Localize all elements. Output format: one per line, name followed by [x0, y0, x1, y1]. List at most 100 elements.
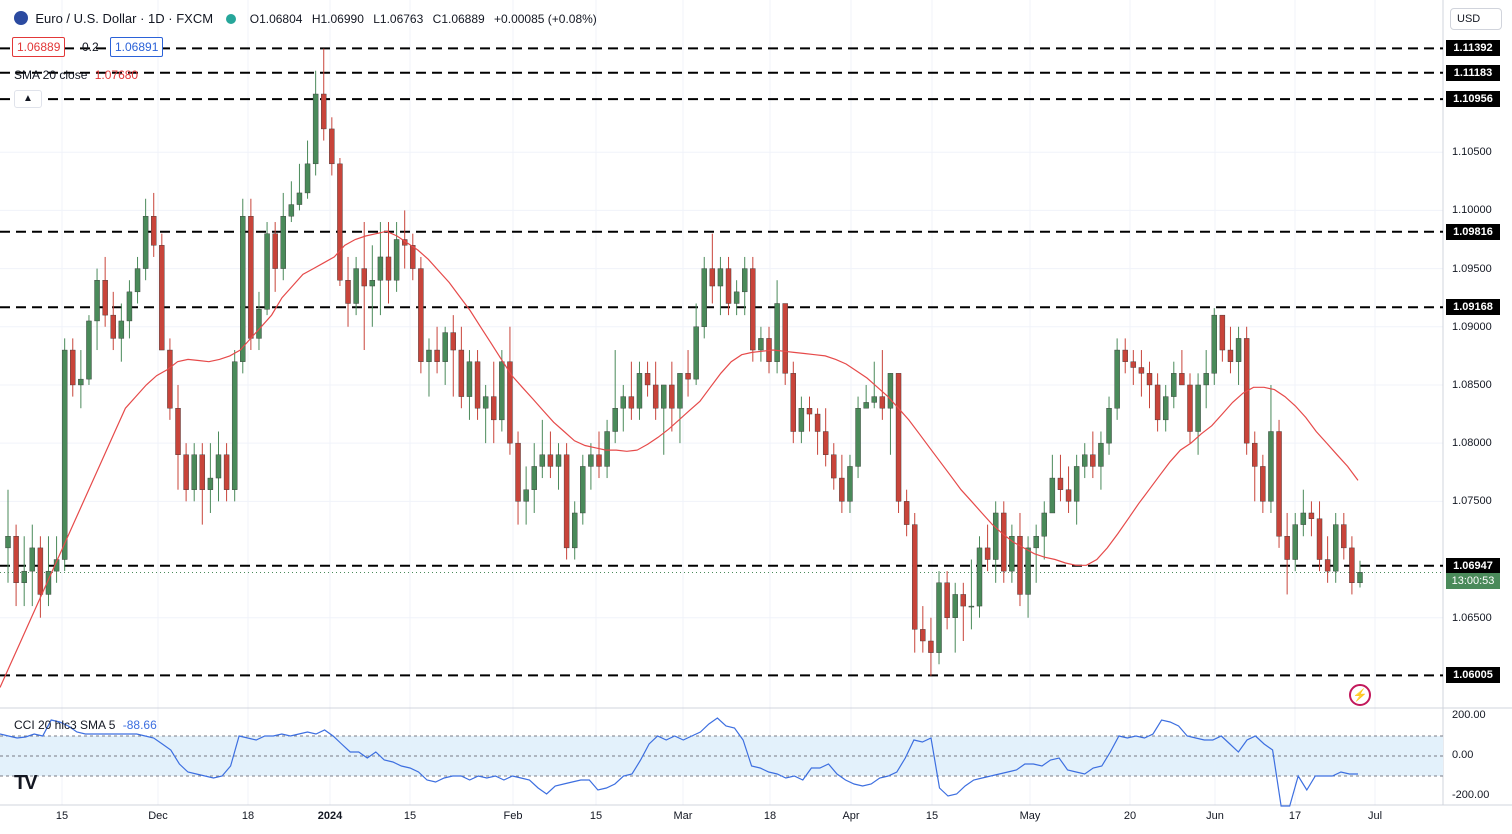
sma-line	[0, 230, 1359, 688]
flag-icon	[14, 11, 28, 25]
candle-body	[725, 268, 732, 304]
date-tick-label: 15	[925, 810, 939, 822]
candle-body	[466, 361, 473, 397]
candle-body	[1098, 442, 1104, 467]
ohlc-open: 1.06804	[259, 12, 303, 26]
candle-body	[1138, 367, 1145, 374]
candle-body	[742, 268, 748, 293]
candle-body	[515, 442, 521, 502]
candle-body	[984, 547, 991, 560]
candle-body	[952, 594, 958, 618]
date-tick-label: Feb	[503, 810, 523, 822]
candle-body	[839, 477, 845, 502]
tradingview-logo[interactable]: TV	[14, 772, 38, 794]
collapse-legend-button[interactable]: ▲	[14, 90, 42, 108]
bid-box[interactable]: 1.06889	[12, 37, 66, 57]
candle-body	[1341, 524, 1347, 549]
candle-body	[531, 466, 537, 490]
candle-body	[175, 408, 181, 455]
candle-body	[280, 216, 286, 269]
candle-body	[758, 338, 764, 351]
date-tick-label: Mar	[673, 810, 693, 822]
candle-body	[353, 268, 359, 304]
candle-body	[709, 268, 716, 287]
candle-body	[13, 536, 19, 584]
date-tick-label: 18	[763, 810, 777, 822]
cci-legend[interactable]: CCI 20 hlc3 SMA 5 -88.66	[14, 718, 157, 732]
candle-body	[693, 326, 699, 380]
candle-body	[94, 280, 100, 322]
price-tick-label: 1.06500	[1452, 611, 1492, 624]
candle-body	[774, 303, 780, 362]
candle-body	[806, 408, 813, 415]
candle-body	[110, 314, 116, 339]
candle-body	[288, 204, 295, 217]
candle-body	[652, 384, 659, 409]
candle-body	[1049, 477, 1056, 514]
candle-body	[1009, 536, 1015, 572]
date-tick-label: 18	[241, 810, 255, 822]
candle-body	[644, 373, 651, 386]
date-tick-label: 20	[1123, 810, 1137, 822]
candle-body	[458, 349, 465, 397]
sma-legend[interactable]: SMA 20 close 1.07680	[14, 68, 138, 82]
candle-body	[1041, 512, 1047, 537]
candle-body	[215, 454, 222, 479]
candle-body	[604, 431, 610, 467]
currency-button[interactable]: USD	[1450, 8, 1502, 30]
candle-body	[1162, 396, 1169, 421]
candle-body	[1219, 314, 1226, 351]
candle-body	[296, 192, 303, 205]
candle-body	[571, 512, 578, 549]
candle-body	[1292, 524, 1298, 560]
candle-body	[134, 268, 141, 293]
candle-body	[920, 629, 926, 642]
price-tick-label: 1.10500	[1452, 146, 1492, 159]
candle-body	[1033, 536, 1039, 549]
cci-line	[0, 717, 1358, 807]
candle-body	[29, 547, 35, 572]
candle-body	[482, 396, 489, 409]
candle-body	[612, 408, 618, 432]
candle-body	[118, 320, 125, 339]
candle-body	[685, 373, 691, 380]
level-label: 1.10956	[1446, 91, 1500, 108]
cci-label: CCI 20 hlc3 SMA 5	[14, 718, 116, 732]
candle-body	[661, 384, 667, 409]
sma-label: SMA 20 close	[14, 68, 88, 82]
date-tick-label: Dec	[148, 810, 168, 822]
candle-body	[434, 349, 440, 362]
candle-body	[450, 332, 456, 351]
ohlc-high: 1.06990	[320, 12, 364, 26]
candle-body	[936, 582, 942, 653]
candle-body	[1122, 349, 1128, 362]
symbol-title: Euro / U.S. Dollar · 1D · FXCM	[35, 11, 214, 26]
ohlc-low-label: L	[373, 12, 380, 26]
price-tick-label: 1.09000	[1452, 320, 1492, 333]
candle-body	[944, 582, 950, 618]
candle-body	[142, 216, 149, 269]
date-tick-label: May	[1019, 810, 1041, 822]
candle-body	[1300, 512, 1307, 525]
symbol-legend[interactable]: Euro / U.S. Dollar · 1D · FXCM O1.06804 …	[14, 11, 597, 26]
candle-body	[871, 396, 877, 403]
candle-body	[102, 280, 108, 316]
candle-body	[410, 245, 416, 269]
lightning-icon[interactable]: ⚡	[1349, 684, 1371, 706]
candle-body	[377, 256, 384, 281]
candle-body	[1324, 559, 1331, 572]
candle-body	[231, 361, 238, 490]
candle-body	[1252, 442, 1258, 467]
level-label: 1.06005	[1446, 667, 1500, 684]
level-label: 1.09168	[1446, 299, 1500, 316]
candle-body	[45, 570, 52, 595]
date-tick-label: Jul	[1367, 810, 1383, 822]
candle-body	[539, 454, 546, 467]
ask-box[interactable]: 1.06891	[110, 37, 164, 57]
candle-body	[1130, 361, 1137, 368]
candle-body	[847, 466, 853, 502]
price-tick-label: 1.10000	[1452, 204, 1492, 217]
level-label: 1.11183	[1446, 64, 1500, 81]
